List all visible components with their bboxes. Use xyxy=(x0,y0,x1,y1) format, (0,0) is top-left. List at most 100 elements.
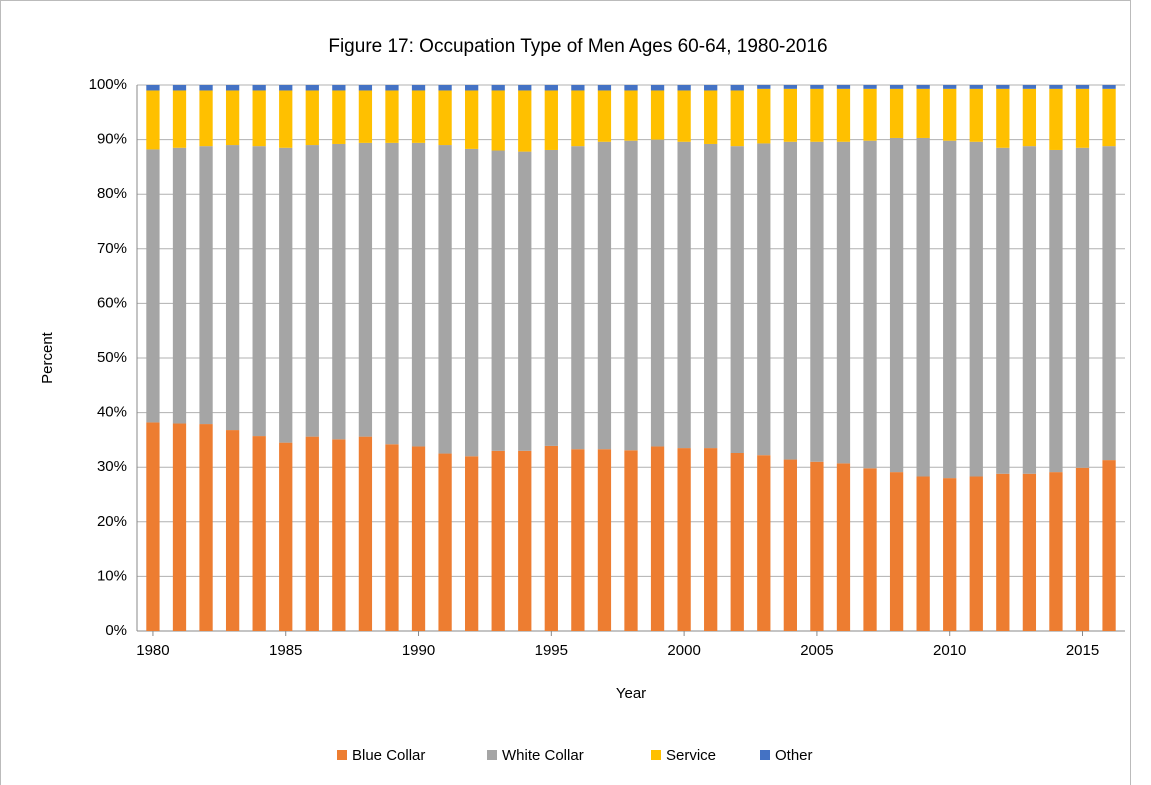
bar-segment xyxy=(199,85,213,91)
bar-segment xyxy=(1075,467,1090,631)
y-tick-label: 100% xyxy=(89,76,127,93)
bar-segment xyxy=(411,90,426,143)
bar-segment xyxy=(571,85,585,91)
bar-segment xyxy=(571,146,585,450)
bar-segment xyxy=(332,85,346,91)
bar-segment xyxy=(597,90,612,142)
bar-segment xyxy=(544,445,558,631)
y-tick-label: 10% xyxy=(97,567,127,584)
bar-segment xyxy=(1102,460,1116,631)
bar-segment xyxy=(411,142,426,447)
bar-segment xyxy=(863,468,877,631)
y-tick-label: 80% xyxy=(97,185,127,202)
bar-segment xyxy=(996,147,1010,474)
bar-segment xyxy=(518,85,532,91)
bar-segment xyxy=(863,85,877,89)
bar-segment xyxy=(916,137,930,477)
x-tick-label: 2015 xyxy=(1066,642,1099,659)
bar-segment xyxy=(996,85,1010,89)
bar-segment xyxy=(943,140,957,479)
bar-segment xyxy=(146,149,160,423)
bar-segment xyxy=(465,456,479,631)
bar-segment xyxy=(704,85,718,91)
y-tick-label: 90% xyxy=(97,131,127,148)
x-tick-label: 1990 xyxy=(402,642,435,659)
bar-segment xyxy=(969,88,983,142)
legend-swatch xyxy=(337,750,347,760)
bar-segment xyxy=(438,90,452,146)
legend-swatch xyxy=(760,750,770,760)
bar-segment xyxy=(385,142,399,445)
bar-segment xyxy=(332,90,346,144)
bar-segment xyxy=(411,85,426,91)
bar-segment xyxy=(783,459,797,631)
bar-segment xyxy=(704,448,718,631)
bar-segment xyxy=(730,85,744,91)
bar-segment xyxy=(1022,88,1037,147)
bar-segment xyxy=(518,450,532,631)
bar-segment xyxy=(172,147,187,424)
bar-segment xyxy=(279,442,293,631)
y-tick-label: 60% xyxy=(97,294,127,311)
bar-segment xyxy=(943,478,957,631)
x-tick-label: 2005 xyxy=(800,642,833,659)
x-axis-label: Year xyxy=(616,685,646,702)
bar-segment xyxy=(491,450,505,631)
y-axis-label: Percent xyxy=(39,331,56,384)
bar-segment xyxy=(438,145,452,454)
bar-segment xyxy=(757,143,771,456)
bar-segment xyxy=(544,90,558,150)
bar-segment xyxy=(1102,88,1116,147)
bar-segment xyxy=(146,90,160,150)
bar-segment xyxy=(279,147,293,443)
bar-segment xyxy=(172,423,187,631)
bar-segment xyxy=(624,85,638,91)
bar-segment xyxy=(358,436,373,631)
x-tick-label: 2000 xyxy=(667,642,700,659)
bar-segment xyxy=(889,472,904,631)
bar-segment xyxy=(172,90,187,148)
bar-segment xyxy=(836,141,851,464)
bar-segment xyxy=(943,85,957,89)
bar-segment xyxy=(438,453,452,631)
bar-segment xyxy=(730,453,744,631)
bar-segment xyxy=(465,148,479,457)
bar-segment xyxy=(411,446,426,631)
bar-segment xyxy=(358,85,373,91)
bar-segment xyxy=(385,444,399,631)
bar-segment xyxy=(783,141,797,460)
bar-segment xyxy=(810,461,824,631)
bar-segment xyxy=(677,448,691,631)
bar-segment xyxy=(1049,472,1063,631)
bar-segment xyxy=(757,85,771,89)
bar-segment xyxy=(730,146,744,454)
legend-label: Service xyxy=(666,747,716,764)
bar-segment xyxy=(916,85,930,89)
bar-segment xyxy=(996,473,1010,631)
x-tick-label: 1985 xyxy=(269,642,302,659)
y-tick-label: 30% xyxy=(97,458,127,475)
bar-segment xyxy=(836,85,851,89)
bar-segment xyxy=(332,439,346,631)
bar-segment xyxy=(225,85,240,91)
bar-segment xyxy=(1102,85,1116,89)
bar-segment xyxy=(916,88,930,138)
bar-segment xyxy=(305,436,319,631)
bar-segment xyxy=(889,88,904,138)
bar-segment xyxy=(225,145,240,431)
legend-label: White Collar xyxy=(502,747,584,764)
bar-segment xyxy=(969,141,983,477)
bar-segment xyxy=(757,455,771,631)
bar-segment xyxy=(172,85,187,91)
y-tick-label: 70% xyxy=(97,240,127,257)
bar-segment xyxy=(624,450,638,631)
bar-segment xyxy=(199,90,213,147)
bar-segment xyxy=(252,85,266,91)
bar-segment xyxy=(624,140,638,451)
bar-segment xyxy=(757,88,771,144)
y-tick-label: 20% xyxy=(97,513,127,530)
bar-segment xyxy=(863,140,877,469)
bar-segment xyxy=(863,88,877,141)
bar-segment xyxy=(571,449,585,631)
x-tick-label: 2010 xyxy=(933,642,966,659)
